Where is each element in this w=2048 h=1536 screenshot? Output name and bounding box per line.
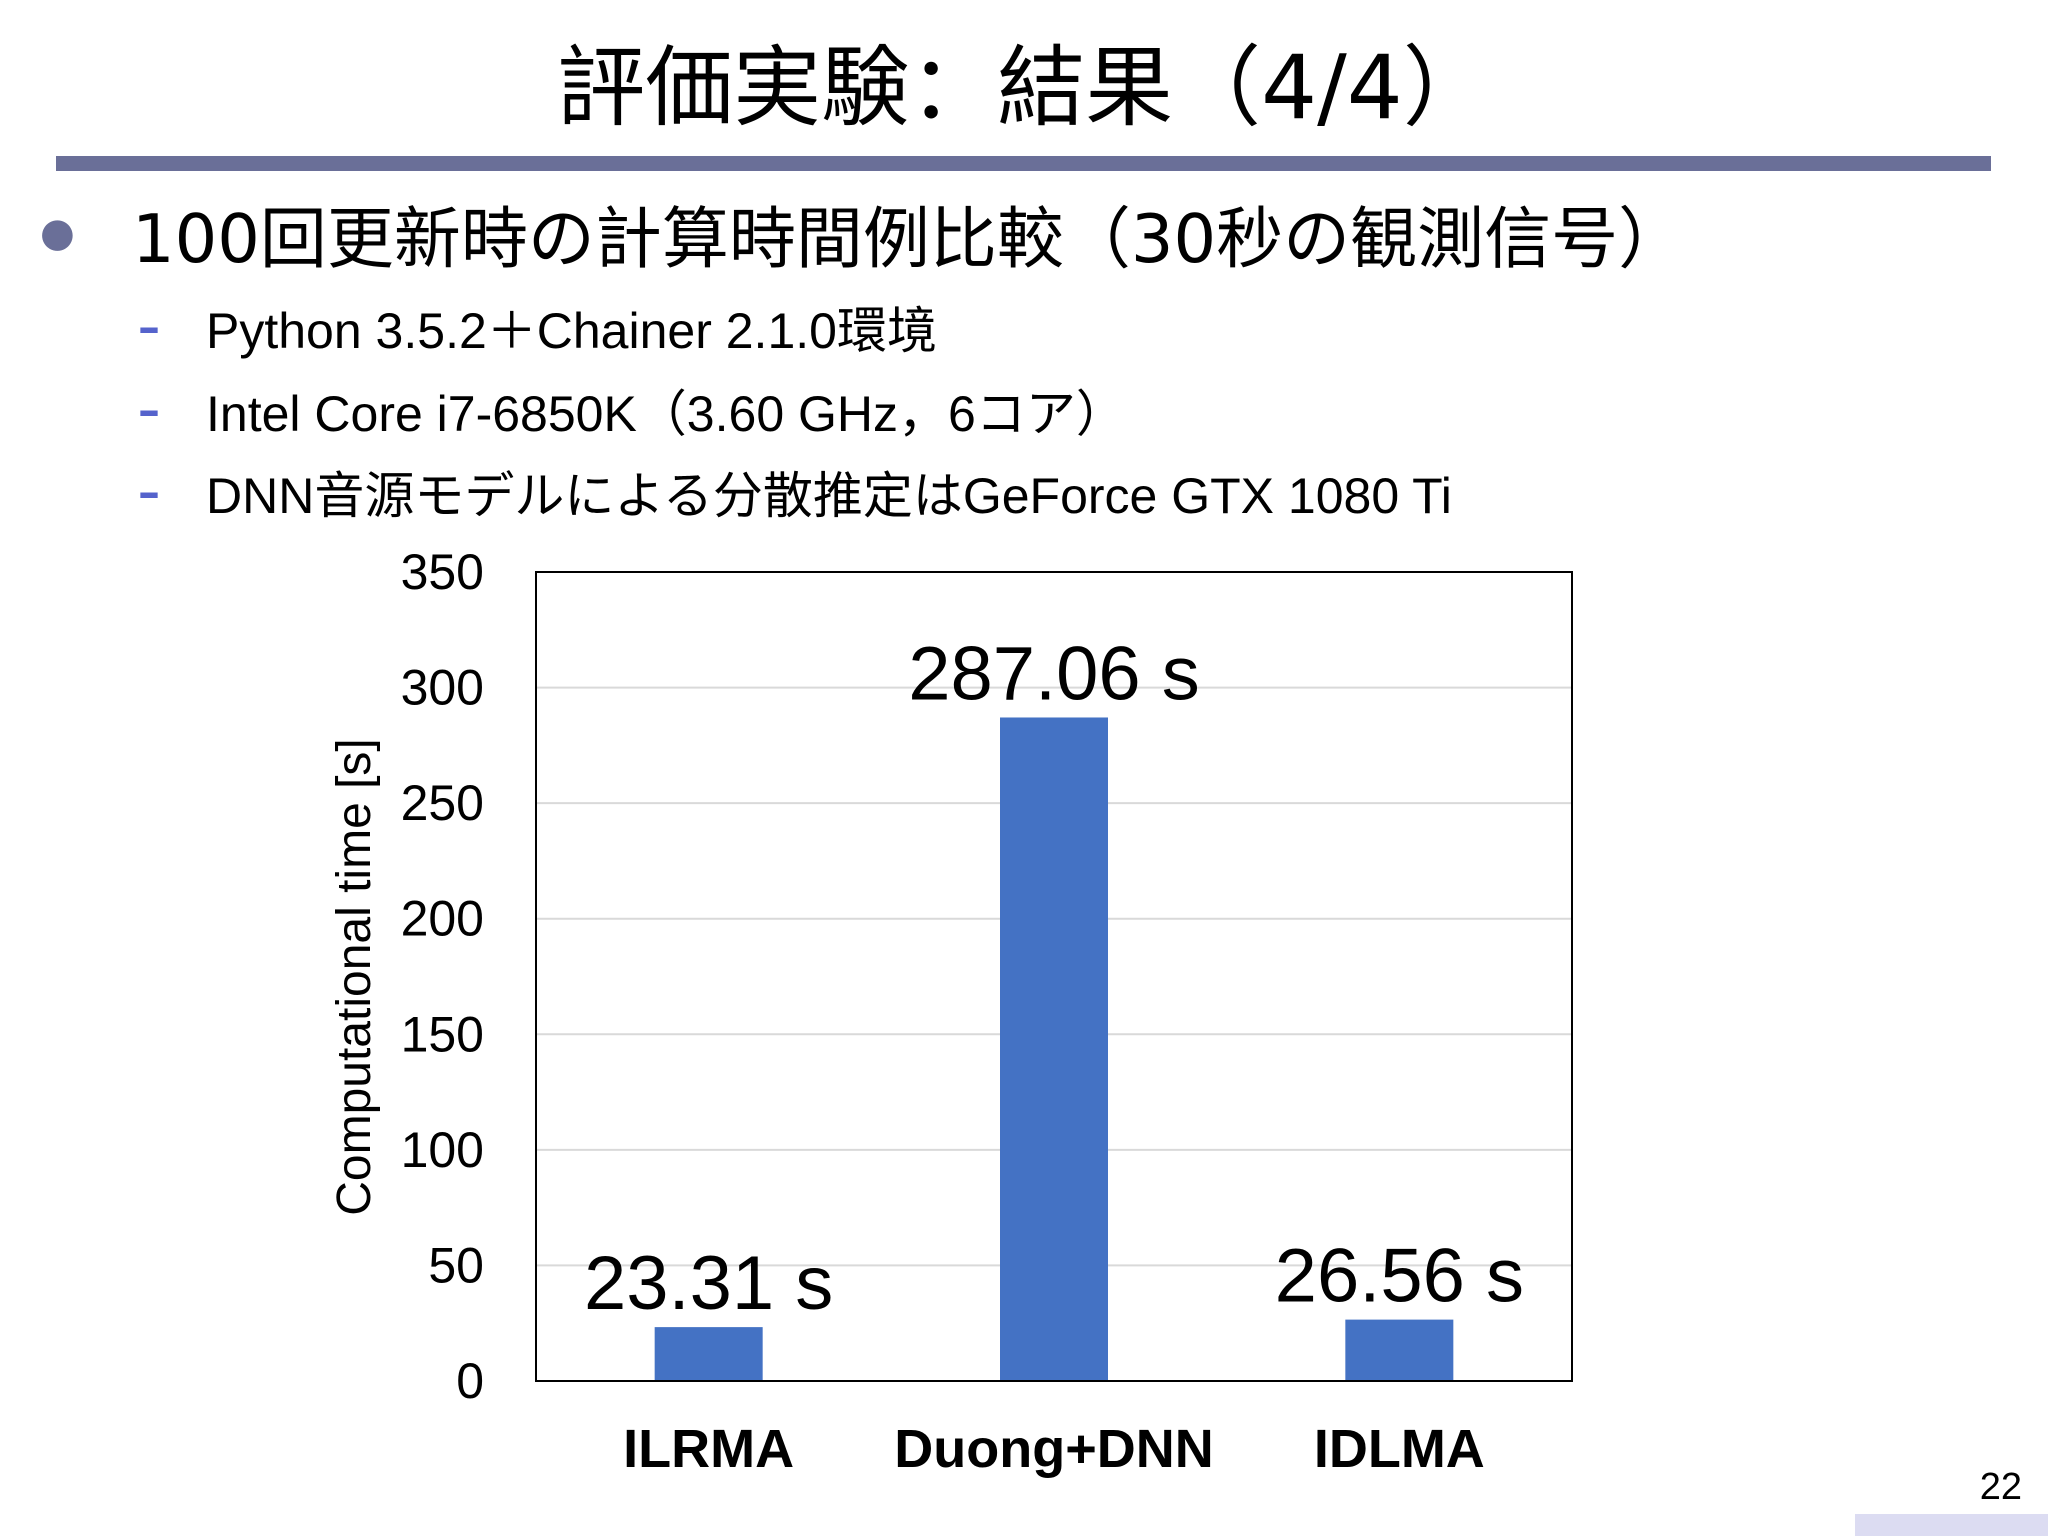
dash-icon: – bbox=[138, 384, 160, 436]
main-bullet: ● 100回更新時の計算時間例比較（30秒の観測信号） bbox=[30, 188, 1685, 278]
page-number: 22 bbox=[1979, 1466, 2022, 1508]
y-tick-label: 250 bbox=[401, 775, 484, 831]
dash-icon: – bbox=[138, 301, 160, 353]
y-tick-label: 100 bbox=[401, 1122, 484, 1178]
bar bbox=[1000, 717, 1108, 1381]
sub-bullet-cpu: – Intel Core i7-6850K（3.60 GHz，6コア） bbox=[138, 375, 1126, 445]
x-tick-label: ILRMA bbox=[623, 1419, 794, 1479]
sub-bullet-environment: – Python 3.5.2＋Chainer 2.1.0環境 bbox=[138, 292, 937, 362]
data-label: 287.06 s bbox=[908, 631, 1200, 716]
data-label: 23.31 s bbox=[584, 1241, 833, 1326]
y-axis-label: Computational time [s] bbox=[328, 738, 381, 1216]
y-tick-label: 300 bbox=[401, 660, 484, 716]
plot-frame bbox=[535, 571, 1573, 1382]
sub-bullet-text: DNN音源モデルによる分散推定はGeForce GTX 1080 Ti bbox=[206, 468, 1452, 524]
sub-bullet-text: Intel Core i7-6850K（3.60 GHz，6コア） bbox=[206, 386, 1126, 442]
dash-icon: – bbox=[138, 466, 160, 518]
bars bbox=[654, 717, 1454, 1381]
data-label: 26.56 s bbox=[1275, 1234, 1524, 1319]
y-tick-labels: 0 50 100 150 200 250 300 350 bbox=[401, 544, 484, 1409]
y-tick-label: 200 bbox=[401, 891, 484, 947]
bar bbox=[654, 1327, 763, 1381]
bullet-dot-icon: ● bbox=[40, 210, 75, 256]
y-tick-label: 150 bbox=[401, 1006, 484, 1062]
sub-bullet-text: Python 3.5.2＋Chainer 2.1.0環境 bbox=[206, 303, 937, 359]
y-tick-label: 50 bbox=[428, 1237, 484, 1293]
data-labels: 23.31 s 287.06 s 26.56 s bbox=[584, 631, 1524, 1326]
main-bullet-text: 100回更新時の計算時間例比較（30秒の観測信号） bbox=[132, 199, 1686, 278]
sub-bullet-gpu: – DNN音源モデルによる分散推定はGeForce GTX 1080 Ti bbox=[138, 457, 1452, 527]
x-tick-labels: ILRMA Duong+DNN IDLMA bbox=[623, 1419, 1485, 1479]
title-divider bbox=[56, 156, 1991, 171]
slide-title: 評価実験：結果（4/4） bbox=[557, 36, 1491, 139]
y-tick-label: 0 bbox=[456, 1353, 484, 1409]
bar bbox=[1345, 1319, 1454, 1381]
y-tick-label: 350 bbox=[401, 544, 484, 600]
x-tick-label: Duong+DNN bbox=[894, 1419, 1213, 1479]
corner-accent bbox=[1855, 1514, 2048, 1536]
x-tick-label: IDLMA bbox=[1314, 1419, 1485, 1479]
